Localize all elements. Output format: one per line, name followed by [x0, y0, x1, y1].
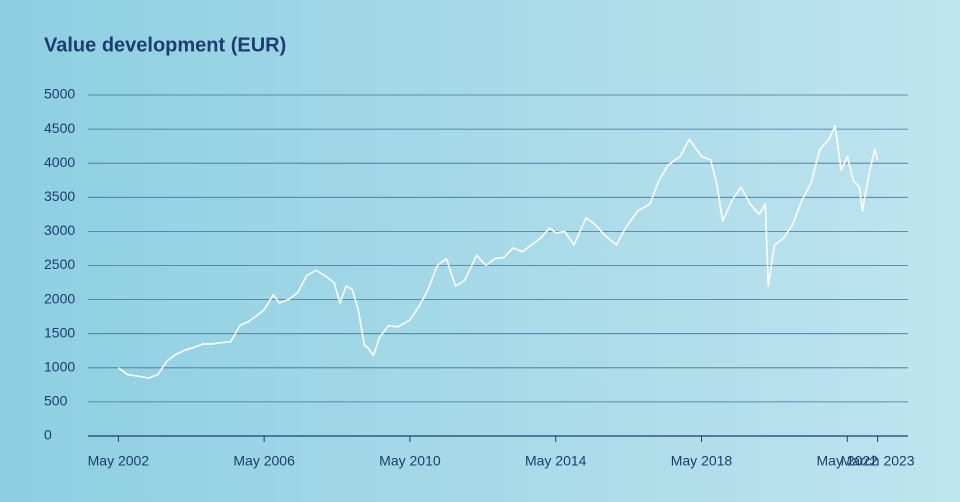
x-tick-label: May 2018: [671, 453, 733, 469]
x-tick-label: March 2023: [841, 453, 915, 469]
y-tick-label: 3500: [44, 188, 75, 204]
y-tick-label: 5000: [44, 86, 75, 102]
x-tick-label: May 2014: [525, 453, 587, 469]
chart-title: Value development (EUR): [44, 34, 286, 56]
y-tick-label: 1500: [44, 324, 75, 340]
y-tick-label: 1000: [44, 359, 75, 375]
x-tick-label: May 2002: [88, 453, 150, 469]
y-tick-label: 500: [44, 393, 68, 409]
y-tick-label: 2000: [44, 290, 75, 306]
y-tick-label: 4000: [44, 154, 75, 170]
y-tick-label: 3000: [44, 222, 75, 238]
x-tick-label: May 2006: [233, 453, 295, 469]
y-tick-label: 2500: [44, 256, 75, 272]
x-tick-label: May 2022: [817, 453, 879, 469]
data-line: [117, 124, 879, 379]
x-tick-label: May 2010: [379, 453, 441, 469]
y-tick-label: 0: [44, 427, 52, 443]
y-tick-label: 4500: [44, 120, 75, 136]
